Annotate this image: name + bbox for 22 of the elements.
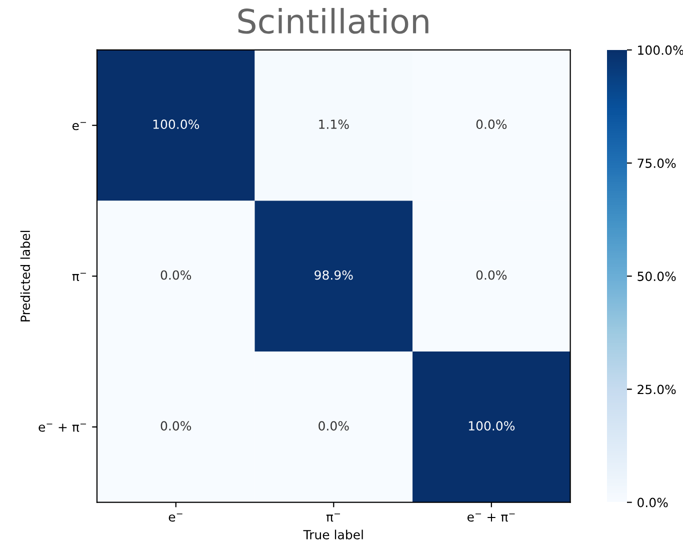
- x-axis-title: True label: [303, 530, 363, 540]
- chart-title: Scintillation: [238, 8, 428, 34]
- color-bar-label: 50.0%: [638, 272, 676, 282]
- color-bar-label: 75.0%: [638, 158, 676, 168]
- data-label: 0.0%: [476, 270, 507, 280]
- data-label: 0.0%: [160, 421, 192, 431]
- data-label: 98.9%: [314, 270, 353, 280]
- color-bar-label: 25.0%: [638, 384, 676, 394]
- x-tick-label: e$^{−}$: [168, 514, 182, 522]
- y-tick-label: e$^{−}$: [72, 122, 86, 130]
- data-label: 0.0%: [318, 421, 349, 431]
- data-label: 100.0%: [468, 421, 515, 431]
- y-tick-label: e$^{−}$ + π$^{−}$: [38, 424, 86, 432]
- data-label: 0.0%: [476, 120, 507, 129]
- data-label: 0.0%: [160, 270, 192, 280]
- y-tick-label: π$^{−}$: [72, 272, 86, 282]
- x-tick-label: π$^{−}$: [326, 514, 340, 522]
- data-label: 1.1%: [319, 120, 349, 129]
- x-tick-label: e$^{−}$ + π$^{−}$: [467, 514, 515, 522]
- y-axis-title: Predicted label: [20, 230, 30, 322]
- data-label: 100.0%: [153, 120, 200, 129]
- color-bar-label: 0.0%: [638, 498, 668, 508]
